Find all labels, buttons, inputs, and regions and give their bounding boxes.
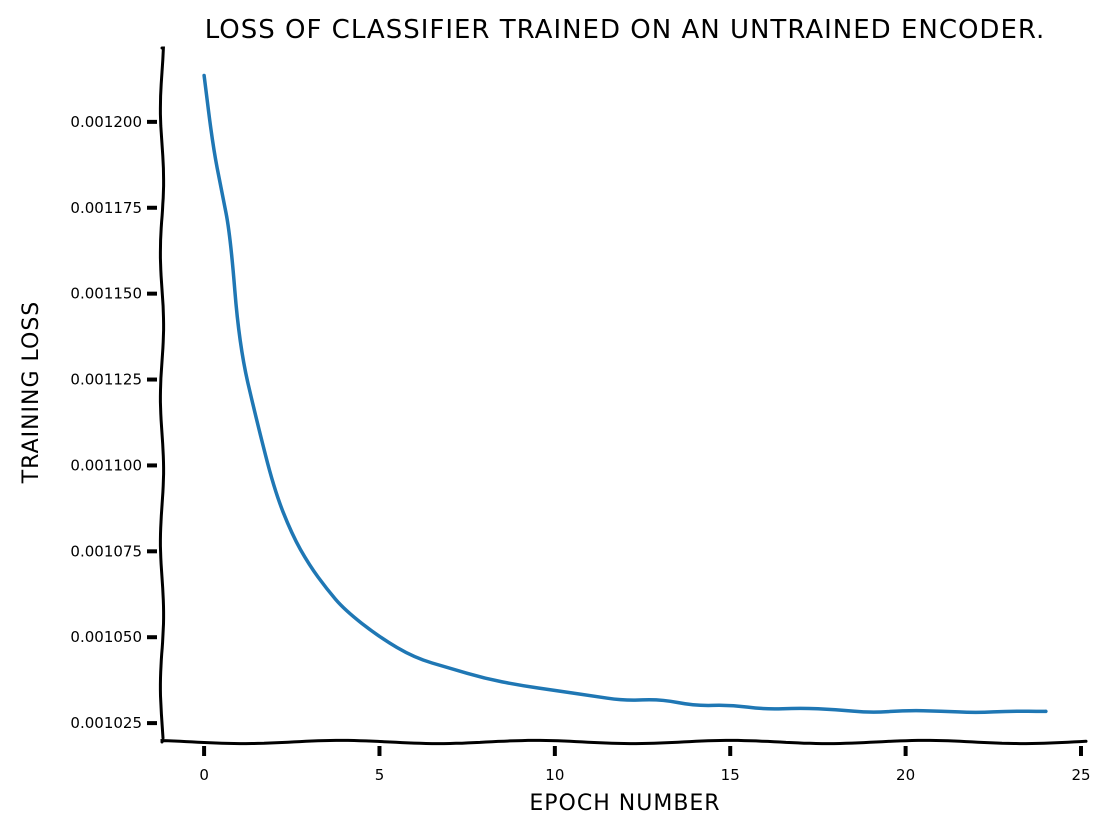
y-axis-line <box>158 46 166 740</box>
x-axis-line <box>160 738 1088 746</box>
y-tick-label: 0.001125 <box>70 371 142 389</box>
x-tick-label: 5 <box>375 766 385 784</box>
y-tick-label: 0.001025 <box>70 714 142 732</box>
x-ticks: 0 5 10 15 20 25 <box>199 746 1091 784</box>
y-tick-label: 0.001150 <box>70 285 142 303</box>
y-tick-label: 0.001200 <box>70 113 142 131</box>
x-tick-label: 20 <box>896 766 915 784</box>
x-tick-label: 10 <box>545 766 564 784</box>
y-axis-label: TRAINING LOSS <box>19 301 44 485</box>
y-tick-label: 0.001075 <box>70 542 142 560</box>
chart-title: LOSS OF CLASSIFIER TRAINED ON AN UNTRAIN… <box>205 15 1046 45</box>
y-tick-label: 0.001100 <box>70 456 142 474</box>
y-tick-label: 0.001050 <box>70 628 142 646</box>
x-tick-label: 25 <box>1071 766 1090 784</box>
x-axis-label: EPOCH NUMBER <box>529 791 720 816</box>
x-tick-label: 0 <box>199 766 209 784</box>
x-tick-label: 15 <box>721 766 740 784</box>
y-ticks: 0.001025 0.001050 0.001075 0.001100 0.001125… <box>70 113 157 732</box>
series-line <box>202 73 1048 715</box>
y-tick-label: 0.001175 <box>70 199 142 217</box>
